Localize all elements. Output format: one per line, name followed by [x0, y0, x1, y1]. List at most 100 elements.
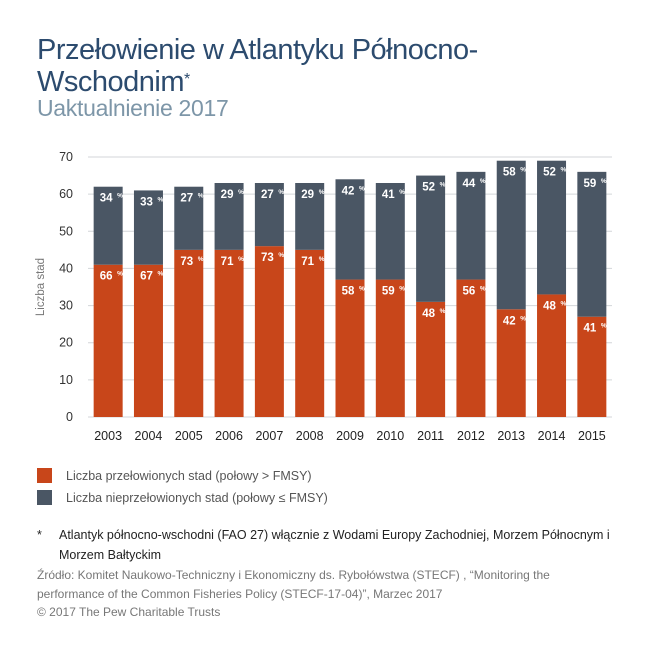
data-label: 59: [583, 178, 596, 190]
x-tick-label: 2006: [215, 429, 243, 443]
bar-segment: [577, 171, 607, 317]
x-tick-label: 2003: [94, 429, 122, 443]
bar-segment: [537, 160, 567, 295]
bar-segment: [537, 294, 567, 417]
bar-segment: [133, 264, 163, 417]
data-label: 48: [422, 308, 435, 320]
data-label-percent-sign: %: [198, 256, 204, 263]
data-label: 29: [301, 189, 314, 201]
y-tick-label: 20: [59, 336, 73, 350]
bar-segment: [174, 249, 204, 417]
bar-segment: [416, 301, 446, 417]
bar-segment: [456, 279, 486, 417]
y-tick-label: 30: [59, 299, 73, 313]
bar-segment: [93, 264, 123, 417]
data-label-percent-sign: %: [319, 256, 325, 263]
data-label: 33: [140, 196, 153, 208]
data-label: 58: [342, 286, 355, 298]
bar-segment: [577, 316, 607, 417]
copyright: © 2017 The Pew Charitable Trusts: [37, 605, 221, 619]
y-axis-label: Liczba stad: [35, 258, 47, 316]
legend-label-overfished: Liczba przełowionych stad (połowy > FMSY…: [66, 468, 312, 483]
data-label: 73: [261, 252, 274, 264]
y-tick-label: 70: [59, 150, 73, 164]
bar-segment: [416, 175, 446, 302]
data-label: 73: [180, 256, 193, 268]
data-label: 34: [100, 193, 113, 205]
chart-title: Przełowienie w Atlantyku Północno-Wschod…: [37, 34, 627, 98]
bar-segment: [375, 279, 405, 417]
y-tick-label: 40: [59, 261, 73, 275]
data-label-percent-sign: %: [117, 193, 123, 200]
data-label: 52: [422, 182, 435, 194]
data-label-percent-sign: %: [601, 323, 607, 330]
footnote: * Atlantyk północno-wschodni (FAO 27) wł…: [37, 525, 617, 565]
data-label-percent-sign: %: [601, 178, 607, 185]
y-tick-label: 50: [59, 224, 73, 238]
x-tick-label: 2013: [497, 429, 525, 443]
bar-segment: [295, 183, 325, 250]
data-label-percent-sign: %: [561, 167, 567, 174]
legend-item-overfished: Liczba przełowionych stad (połowy > FMSY…: [37, 468, 312, 483]
bar-segment: [93, 186, 123, 265]
x-tick-label: 2004: [135, 429, 163, 443]
bar-segment: [335, 279, 365, 417]
stacked-bar-chart: 0 10 20 30 40 50 60 70 Liczba stad 66 % 34 % 2003 67 % 3…: [35, 150, 612, 443]
data-label-percent-sign: %: [238, 256, 244, 263]
data-label: 71: [221, 256, 234, 268]
data-label-percent-sign: %: [278, 252, 284, 259]
legend-swatch-overfished: [37, 468, 52, 483]
bar-segment: [456, 171, 486, 280]
bar-segment: [133, 190, 163, 265]
data-label: 27: [261, 189, 274, 201]
bar-segment: [295, 249, 325, 417]
data-label-percent-sign: %: [480, 286, 486, 293]
footnote-marker: *: [37, 528, 42, 542]
data-label-percent-sign: %: [520, 315, 526, 322]
data-label-percent-sign: %: [157, 271, 163, 278]
data-label-percent-sign: %: [480, 178, 486, 185]
data-label-percent-sign: %: [561, 300, 567, 307]
y-tick-label: 0: [66, 410, 73, 424]
x-tick-label: 2012: [457, 429, 485, 443]
data-label: 42: [503, 315, 516, 327]
x-tick-label: 2009: [336, 429, 364, 443]
data-label-percent-sign: %: [399, 189, 405, 196]
legend-swatch-not-overfished: [37, 490, 52, 505]
x-tick-label: 2011: [417, 429, 444, 443]
bar-segment: [335, 179, 365, 280]
data-label: 41: [382, 189, 395, 201]
data-label-percent-sign: %: [117, 271, 123, 278]
data-label: 41: [583, 323, 596, 335]
x-tick-label: 2008: [296, 429, 324, 443]
data-label-percent-sign: %: [198, 193, 204, 200]
data-label: 59: [382, 286, 395, 298]
data-label: 52: [543, 167, 556, 179]
y-tick-label: 60: [59, 187, 73, 201]
title-footnote-marker: *: [184, 71, 190, 88]
x-tick-label: 2014: [538, 429, 566, 443]
data-label: 48: [543, 300, 556, 312]
data-label-percent-sign: %: [319, 189, 325, 196]
data-label-percent-sign: %: [520, 167, 526, 174]
x-tick-label: 2015: [578, 429, 606, 443]
data-label: 29: [221, 189, 234, 201]
y-tick-label: 10: [59, 373, 73, 387]
x-tick-label: 2010: [376, 429, 404, 443]
data-label: 44: [463, 178, 476, 190]
data-label-percent-sign: %: [440, 182, 446, 189]
footnote-text: Atlantyk północno-wschodni (FAO 27) włąc…: [59, 528, 610, 562]
data-label-percent-sign: %: [278, 189, 284, 196]
bar-segment: [174, 186, 204, 250]
data-label-percent-sign: %: [157, 196, 163, 203]
data-label: 56: [463, 286, 476, 298]
bar-segment: [214, 249, 244, 417]
data-label-percent-sign: %: [399, 286, 405, 293]
data-label-percent-sign: %: [238, 189, 244, 196]
data-label: 67: [140, 271, 153, 283]
x-tick-label: 2005: [175, 429, 203, 443]
data-label: 27: [180, 193, 193, 205]
data-label: 58: [503, 167, 516, 179]
legend-item-not-overfished: Liczba nieprzełowionych stad (połowy ≤ F…: [37, 490, 328, 505]
chart-title-text: Przełowienie w Atlantyku Północno-Wschod…: [37, 34, 478, 98]
